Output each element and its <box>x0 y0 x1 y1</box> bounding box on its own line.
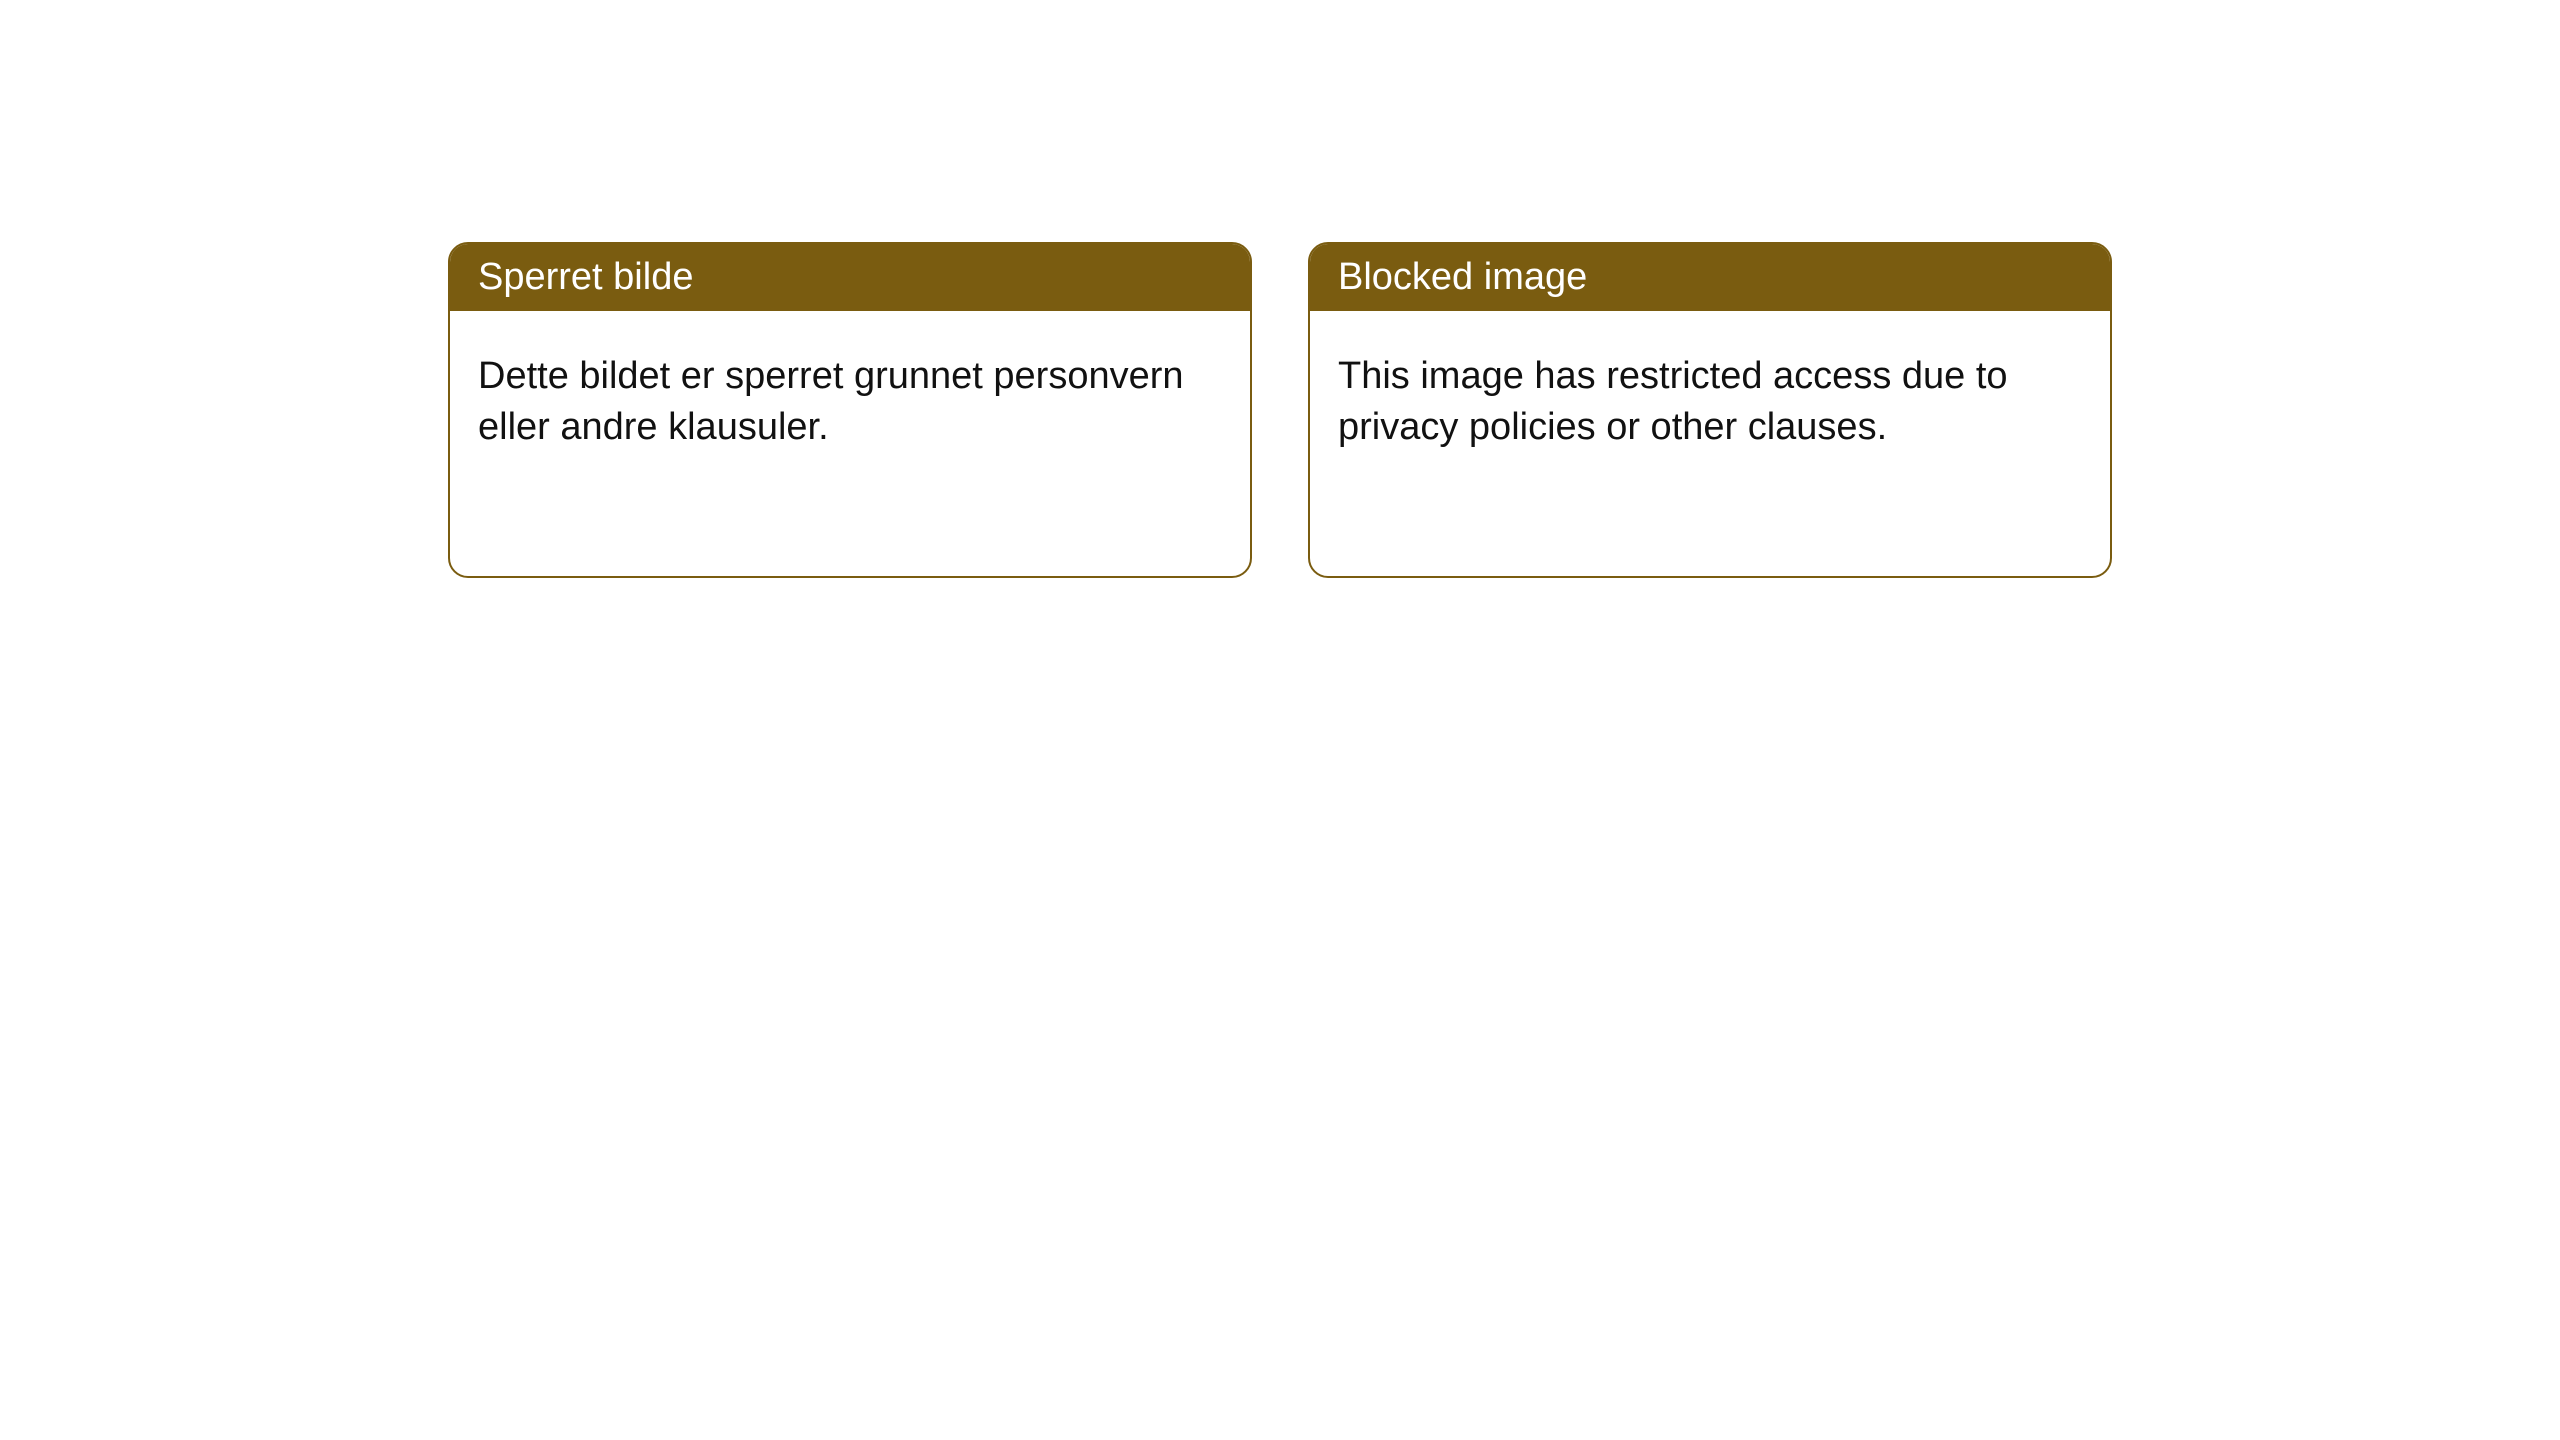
blocked-image-card-en: Blocked image This image has restricted … <box>1308 242 2112 578</box>
card-title-no: Sperret bilde <box>450 244 1250 311</box>
card-body-no: Dette bildet er sperret grunnet personve… <box>450 311 1250 482</box>
card-title-en: Blocked image <box>1310 244 2110 311</box>
card-row: Sperret bilde Dette bildet er sperret gr… <box>0 0 2560 578</box>
card-body-en: This image has restricted access due to … <box>1310 311 2110 482</box>
blocked-image-card-no: Sperret bilde Dette bildet er sperret gr… <box>448 242 1252 578</box>
